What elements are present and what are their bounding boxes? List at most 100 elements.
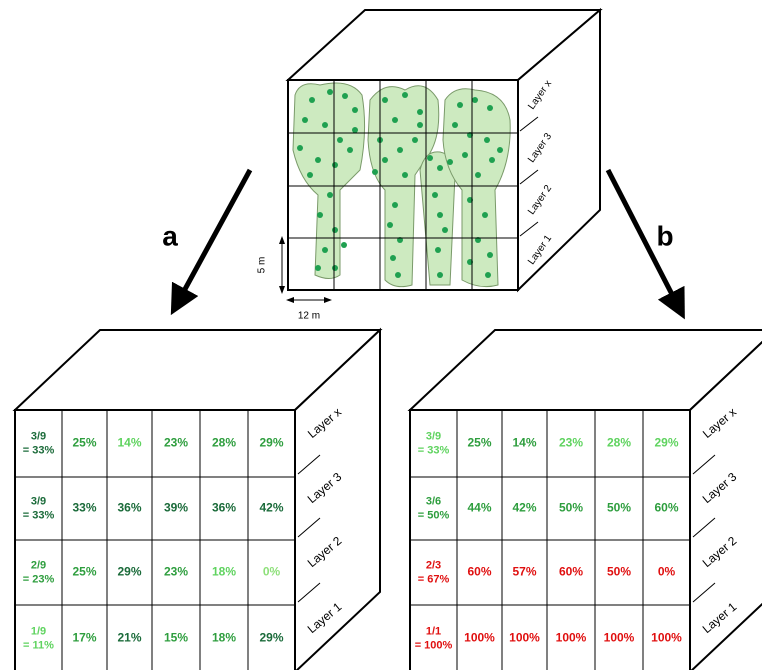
cell-value: 50% bbox=[607, 501, 631, 515]
cell-fraction: = 23% bbox=[23, 573, 55, 585]
leaf-dot bbox=[447, 159, 453, 165]
leaf-dot bbox=[347, 147, 353, 153]
leaf-dot bbox=[497, 147, 503, 153]
cell-fraction: = 33% bbox=[23, 509, 55, 521]
leaf-dot bbox=[437, 272, 443, 278]
leaf-dot bbox=[482, 212, 488, 218]
cell-value: 18% bbox=[212, 565, 236, 579]
cell-value: 15% bbox=[164, 631, 188, 645]
leaf-dot bbox=[392, 117, 398, 123]
cell-value: 25% bbox=[72, 436, 96, 450]
leaf-dot bbox=[297, 145, 303, 151]
cell-value: 100% bbox=[509, 631, 540, 645]
leaf-dot bbox=[302, 117, 308, 123]
leaf-dot bbox=[442, 227, 448, 233]
page: 5 m 12 m a b Layer xLayer 3Layer 2Layer … bbox=[0, 0, 762, 670]
cell-value: 100% bbox=[464, 631, 495, 645]
leaf-dot bbox=[475, 172, 481, 178]
leaf-dot bbox=[427, 155, 433, 161]
cell-fraction: = 33% bbox=[418, 444, 450, 456]
leaf-dot bbox=[307, 172, 313, 178]
leaf-dot bbox=[472, 97, 478, 103]
leaf-dot bbox=[457, 102, 463, 108]
leaf-dot bbox=[484, 137, 490, 143]
cell-fraction: = 33% bbox=[23, 444, 55, 456]
cell-value: 0% bbox=[263, 565, 281, 579]
cell-value: 100% bbox=[556, 631, 587, 645]
leaf-dot bbox=[462, 152, 468, 158]
cell-fraction: = 100% bbox=[415, 639, 453, 651]
cell-value: 100% bbox=[604, 631, 635, 645]
leaf-dot bbox=[352, 107, 358, 113]
cell-fraction: = 67% bbox=[418, 573, 450, 585]
leaf-dot bbox=[327, 192, 333, 198]
cell-value: 60% bbox=[467, 565, 491, 579]
leaf-dot bbox=[382, 157, 388, 163]
leaf-dot bbox=[485, 272, 491, 278]
leaf-dot bbox=[452, 122, 458, 128]
cell-value: 33% bbox=[72, 501, 96, 515]
arrow-label: a bbox=[162, 220, 178, 251]
leaf-dot bbox=[352, 127, 358, 133]
cell-fraction: 2/9 bbox=[31, 559, 46, 571]
width-label: 12 m bbox=[298, 311, 320, 322]
cell-value: 14% bbox=[117, 436, 141, 450]
cell-value: 28% bbox=[212, 436, 236, 450]
cell-value: 23% bbox=[164, 565, 188, 579]
cell-fraction: 2/3 bbox=[426, 559, 441, 571]
cell-value: 21% bbox=[117, 631, 141, 645]
cell-value: 100% bbox=[651, 631, 682, 645]
leaf-dot bbox=[315, 265, 321, 271]
leaf-dot bbox=[332, 162, 338, 168]
leaf-dot bbox=[390, 255, 396, 261]
leaf-dot bbox=[489, 157, 495, 163]
leaf-dot bbox=[315, 157, 321, 163]
cell-value: 23% bbox=[164, 436, 188, 450]
cell-value: 57% bbox=[512, 565, 536, 579]
cell-value: 17% bbox=[72, 631, 96, 645]
cell-value: 42% bbox=[259, 501, 283, 515]
cell-fraction: 3/6 bbox=[426, 495, 441, 507]
cell-value: 28% bbox=[607, 436, 631, 450]
trees bbox=[293, 83, 510, 287]
leaf-dot bbox=[397, 147, 403, 153]
leaf-dot bbox=[395, 272, 401, 278]
leaf-dot bbox=[487, 105, 493, 111]
cell-value: 50% bbox=[607, 565, 631, 579]
cell-value: 14% bbox=[512, 436, 536, 450]
leaf-dot bbox=[332, 265, 338, 271]
leaf-dot bbox=[387, 222, 393, 228]
cell-fraction: 1/1 bbox=[426, 625, 441, 637]
cell-value: 36% bbox=[212, 501, 236, 515]
cell-value: 29% bbox=[259, 631, 283, 645]
top-cube: 5 m 12 m bbox=[257, 10, 600, 322]
cell-value: 23% bbox=[559, 436, 583, 450]
leaf-dot bbox=[322, 247, 328, 253]
leaf-dot bbox=[382, 97, 388, 103]
leaf-dot bbox=[317, 212, 323, 218]
arrow-label: b bbox=[656, 220, 673, 251]
cell-value: 60% bbox=[654, 501, 678, 515]
cube: 3/9= 33%25%14%23%28%29%Layer x3/6= 50%44… bbox=[410, 330, 762, 670]
leaf-dot bbox=[337, 137, 343, 143]
leaf-dot bbox=[432, 192, 438, 198]
cell-value: 25% bbox=[467, 436, 491, 450]
leaf-dot bbox=[417, 109, 423, 115]
cell-fraction: 3/9 bbox=[31, 495, 46, 507]
cell-value: 39% bbox=[164, 501, 188, 515]
cell-fraction: 1/9 bbox=[31, 625, 46, 637]
arrow-a bbox=[178, 170, 250, 302]
cell-value: 60% bbox=[559, 565, 583, 579]
cell-value: 29% bbox=[654, 436, 678, 450]
cell-value: 42% bbox=[512, 501, 536, 515]
leaf-dot bbox=[341, 242, 347, 248]
leaf-dot bbox=[322, 122, 328, 128]
leaf-dot bbox=[435, 247, 441, 253]
cell-value: 18% bbox=[212, 631, 236, 645]
leaf-dot bbox=[417, 122, 423, 128]
cell-value: 29% bbox=[117, 565, 141, 579]
cube: 3/9= 33%25%14%23%28%29%Layer x3/9= 33%33… bbox=[15, 330, 380, 670]
leaf-dot bbox=[412, 137, 418, 143]
diagram: 5 m 12 m a b Layer xLayer 3Layer 2Layer … bbox=[0, 0, 762, 670]
leaf-dot bbox=[309, 97, 315, 103]
